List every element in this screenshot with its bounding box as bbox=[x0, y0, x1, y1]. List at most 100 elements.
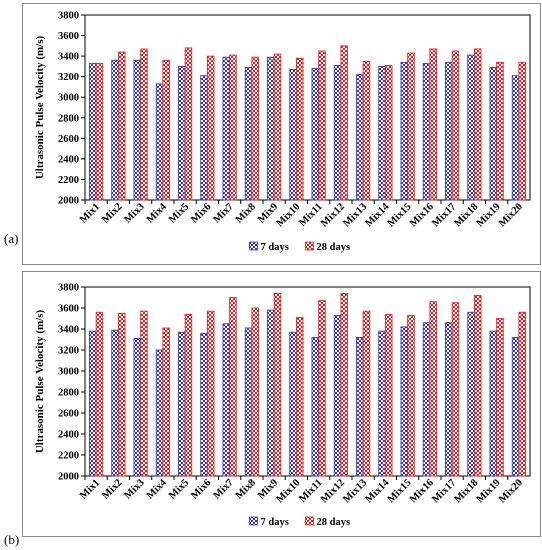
bar-7days-mix5 bbox=[178, 65, 186, 201]
x-tick-label: Mix6 bbox=[189, 477, 213, 501]
x-tick-label: Mix2 bbox=[100, 477, 124, 501]
x-tick-label: Mix20 bbox=[497, 201, 525, 229]
bar-28days-mix20 bbox=[518, 311, 526, 477]
bar-7days-mix10 bbox=[289, 69, 297, 201]
x-tick-label: Mix20 bbox=[497, 477, 525, 505]
y-tick-label: 3600 bbox=[58, 304, 79, 315]
bar-28days-mix7 bbox=[229, 54, 237, 201]
y-tick-label: 3000 bbox=[58, 93, 79, 104]
bar-28days-mix10 bbox=[295, 317, 304, 477]
x-tick-label: Mix18 bbox=[453, 477, 481, 505]
y-axis-label: Ultrasonic Pulse Velocity (m/s) bbox=[34, 310, 46, 454]
bar-28days-mix12 bbox=[340, 292, 348, 477]
bar-28days-mix1 bbox=[95, 62, 104, 201]
legend-swatch-7days bbox=[249, 516, 258, 526]
bar-7days-mix7 bbox=[222, 323, 231, 477]
bar-7days-mix20 bbox=[511, 75, 520, 201]
bar-7days-mix3 bbox=[133, 338, 142, 477]
bar-28days-mix14 bbox=[384, 313, 393, 477]
x-tick-label: Mix8 bbox=[234, 477, 258, 501]
bar-28days-mix10 bbox=[295, 57, 304, 201]
y-tick-label: 3200 bbox=[58, 346, 79, 357]
x-tick-label: Mix11 bbox=[297, 201, 325, 229]
bar-7days-mix9 bbox=[267, 309, 275, 477]
bar-7days-mix1 bbox=[89, 62, 97, 201]
x-tick-label: Mix1 bbox=[78, 201, 102, 225]
bar-7days-mix1 bbox=[89, 330, 97, 477]
bar-7days-mix5 bbox=[178, 331, 186, 477]
bar-28days-mix3 bbox=[140, 310, 148, 477]
bar-7days-mix6 bbox=[200, 332, 208, 477]
bar-28days-mix13 bbox=[362, 60, 371, 201]
bar-7days-mix17 bbox=[445, 322, 453, 477]
y-tick-label: 2200 bbox=[58, 451, 79, 462]
bar-28days-mix17 bbox=[451, 50, 460, 201]
y-tick-label: 2400 bbox=[58, 154, 79, 165]
legend-swatch-28days bbox=[305, 516, 314, 526]
bar-7days-mix2 bbox=[111, 329, 119, 477]
y-tick-label: 3200 bbox=[58, 72, 79, 83]
bar-28days-mix5 bbox=[184, 313, 193, 477]
x-tick-label: Mix10 bbox=[275, 201, 303, 229]
x-tick-label: Mix11 bbox=[297, 477, 325, 505]
bar-28days-mix11 bbox=[318, 50, 326, 201]
plot-area bbox=[84, 286, 531, 477]
chart-a-svg: 2000 2200 2400 2600 2800 3000 3200 3400 3600 3800… bbox=[34, 11, 531, 253]
bar-28days-mix7 bbox=[229, 297, 237, 477]
bar-7days-mix9 bbox=[267, 56, 275, 201]
bar-7days-mix8 bbox=[244, 327, 253, 477]
bar-28days-mix20 bbox=[518, 61, 526, 201]
y-tick-label: 3800 bbox=[58, 11, 79, 22]
x-tick-label: Mix17 bbox=[430, 477, 458, 505]
bar-28days-mix9 bbox=[273, 53, 282, 201]
bar-28days-mix4 bbox=[162, 327, 170, 477]
y-tick-label: 2600 bbox=[58, 409, 79, 420]
x-tick-label: Mix13 bbox=[341, 477, 369, 505]
bar-28days-mix12 bbox=[340, 45, 348, 201]
x-tick-label: Mix12 bbox=[319, 201, 347, 229]
panel-label-a: (a) bbox=[4, 231, 19, 246]
y-tick-label: 2000 bbox=[58, 196, 79, 207]
x-tick-label: Mix5 bbox=[167, 477, 191, 501]
bar-7days-mix18 bbox=[467, 54, 475, 201]
x-tick-label: Mix14 bbox=[364, 477, 393, 506]
bar-28days-mix9 bbox=[273, 292, 282, 477]
x-tick-label: Mix19 bbox=[475, 201, 503, 229]
bar-28days-mix8 bbox=[251, 307, 259, 477]
bar-7days-mix10 bbox=[289, 331, 297, 477]
bar-28days-mix11 bbox=[318, 300, 326, 477]
legend: 7 days 28 days bbox=[249, 516, 351, 528]
x-tick-label: Mix1 bbox=[78, 477, 102, 501]
legend-label-28days: 28 days bbox=[317, 242, 351, 253]
chart-panel-b: 2000 2200 2400 2600 2800 3000 3200 3400 3600 3800… bbox=[22, 271, 541, 537]
bar-7days-mix19 bbox=[489, 67, 498, 201]
bar-28days-mix18 bbox=[473, 294, 482, 477]
y-tick-label: 2800 bbox=[58, 113, 79, 124]
y-tick-label: 2400 bbox=[58, 430, 79, 441]
bar-28days-mix2 bbox=[117, 51, 126, 201]
legend-label-28days: 28 days bbox=[317, 517, 351, 528]
x-tick-label: Mix16 bbox=[408, 477, 436, 505]
bar-7days-mix13 bbox=[356, 74, 364, 201]
bar-7days-mix11 bbox=[311, 68, 320, 201]
x-tick-label: Mix13 bbox=[341, 201, 369, 229]
y-tick-label: 3800 bbox=[58, 283, 79, 294]
y-tick-label: 3400 bbox=[58, 52, 79, 63]
x-tick-label: Mix8 bbox=[234, 201, 258, 225]
bar-7days-mix18 bbox=[467, 311, 475, 477]
bar-7days-mix3 bbox=[133, 59, 142, 201]
y-axis-label: Ultrasonic Pulse Velocity (m/s) bbox=[34, 36, 46, 180]
bar-7days-mix4 bbox=[155, 83, 164, 201]
bar-7days-mix4 bbox=[155, 349, 164, 477]
bar-7days-mix15 bbox=[400, 326, 409, 477]
x-tick-label: Mix16 bbox=[408, 201, 436, 229]
legend-label-7days: 7 days bbox=[261, 242, 289, 253]
bar-7days-mix12 bbox=[333, 314, 342, 477]
x-tick-label: Mix7 bbox=[211, 201, 235, 225]
bar-28days-mix2 bbox=[117, 312, 126, 477]
legend: 7 days 28 days bbox=[249, 241, 351, 253]
chart-panel-a: 2000 2200 2400 2600 2800 3000 3200 3400 3600 3800… bbox=[22, 3, 541, 265]
bar-28days-mix1 bbox=[95, 311, 104, 477]
bar-7days-mix16 bbox=[422, 62, 431, 201]
bar-7days-mix19 bbox=[489, 330, 498, 477]
